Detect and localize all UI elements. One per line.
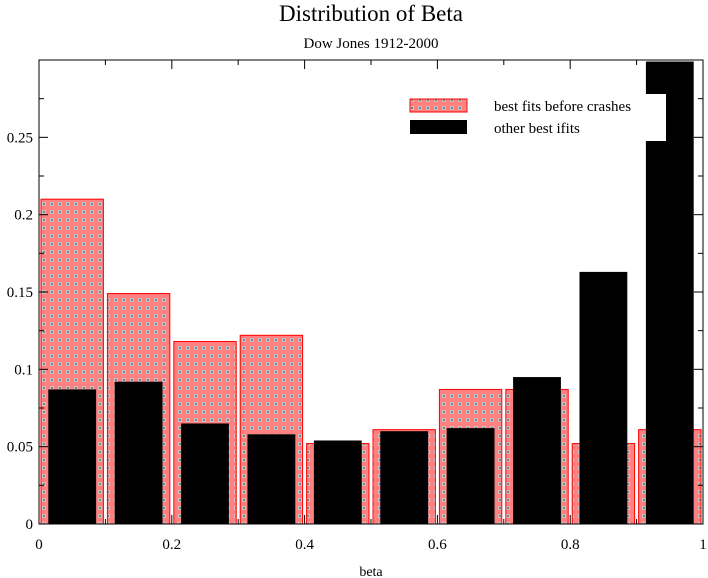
bar-other-fits [380, 431, 429, 524]
legend-swatch-other-fits [410, 120, 467, 134]
legend: best fits before crashes other best ifit… [400, 94, 666, 141]
x-tick-label: 0.6 [428, 537, 447, 553]
series-other-fits [48, 61, 694, 525]
y-tick-label: 0.2 [14, 208, 33, 224]
bar-other-fits [513, 377, 561, 524]
bar-other-fits [114, 381, 163, 524]
x-axis: 0 0.2 0.4 0.6 0.8 1 [35, 60, 707, 553]
y-tick-label: 0.05 [7, 440, 33, 456]
bar-other-fits [48, 389, 97, 524]
bar-other-fits [247, 434, 296, 524]
legend-label-other-fits: other best ifits [494, 121, 580, 137]
x-axis-label: beta [359, 565, 383, 578]
y-tick-label: 0.15 [7, 285, 33, 301]
y-axis: 0 0.05 0.1 0.15 0.2 0.25 [7, 98, 703, 533]
bar-other-fits [579, 271, 628, 524]
x-tick-label: 0.2 [162, 537, 181, 553]
chart-title: Distribution of Beta [279, 1, 463, 26]
legend-swatch-before-crashes [409, 98, 468, 113]
y-tick-label: 0.25 [7, 130, 33, 146]
legend-label-before-crashes: best fits before crashes [494, 99, 631, 115]
x-tick-label: 0.8 [561, 537, 580, 553]
x-tick-label: 0 [35, 537, 43, 553]
y-tick-label: 0.1 [14, 362, 33, 378]
bar-other-fits [181, 423, 229, 524]
bar-other-fits [313, 440, 362, 524]
bar-other-fits [446, 428, 495, 524]
x-tick-label: 1 [699, 537, 707, 553]
y-tick-label: 0 [26, 517, 34, 533]
chart-subtitle: Dow Jones 1912-2000 [304, 36, 439, 52]
x-tick-label: 0.4 [295, 537, 314, 553]
